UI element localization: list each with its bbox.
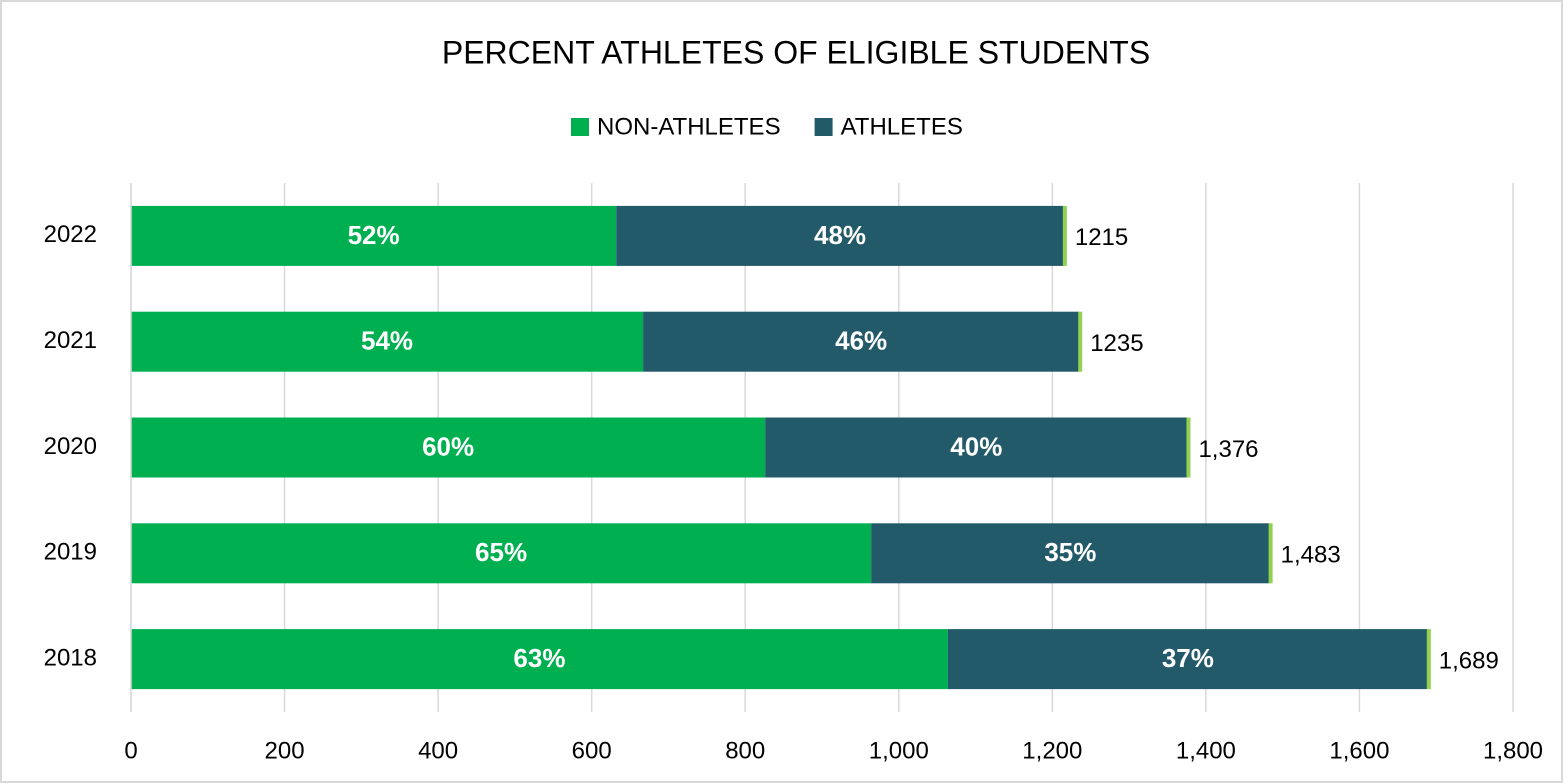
- bar-segment: [131, 311, 644, 372]
- x-tick-label: 1,600: [1329, 737, 1389, 764]
- x-tick-label: 0: [124, 737, 137, 764]
- x-tick-label: 1,800: [1483, 737, 1543, 764]
- segment-label: 48%: [814, 220, 866, 250]
- total-label: 1235: [1090, 330, 1143, 357]
- y-tick-label: 2021: [44, 327, 97, 354]
- chart-title: PERCENT ATHLETES OF ELIGIBLE STUDENTS: [442, 34, 1150, 70]
- segment-label: 37%: [1162, 643, 1214, 673]
- legend-swatch: [571, 118, 589, 136]
- y-tick-label: 2020: [44, 433, 97, 460]
- bar-segment: [871, 523, 1270, 584]
- segment-label: 46%: [835, 326, 887, 356]
- segment-label: 40%: [950, 431, 1002, 461]
- segment-label: 52%: [348, 220, 400, 250]
- bar-segment: [947, 629, 1428, 690]
- total-cap: [1062, 205, 1067, 266]
- bar-segment: [131, 523, 872, 584]
- y-tick-label: 2019: [44, 539, 97, 566]
- legend-label: ATHLETES: [841, 113, 963, 140]
- bar-segment: [131, 417, 766, 478]
- total-label: 1,689: [1439, 647, 1499, 674]
- segment-label: 65%: [475, 537, 527, 567]
- x-tick-label: 1,400: [1176, 737, 1236, 764]
- segment-label: 60%: [422, 431, 474, 461]
- bar-segment: [616, 205, 1064, 266]
- segment-label: 35%: [1044, 537, 1096, 567]
- segment-label: 63%: [513, 643, 565, 673]
- total-label: 1,483: [1281, 542, 1341, 569]
- legend-label: NON-ATHLETES: [597, 113, 781, 140]
- x-tick-label: 1,200: [1022, 737, 1082, 764]
- total-label: 1,376: [1198, 436, 1258, 463]
- bar-segment: [131, 629, 948, 690]
- total-cap: [1078, 311, 1083, 372]
- bar-segment: [765, 417, 1188, 478]
- x-tick-label: 200: [265, 737, 305, 764]
- y-tick-label: 2018: [44, 644, 97, 671]
- x-tick-label: 600: [572, 737, 612, 764]
- bar-segment: [643, 311, 1080, 372]
- total-cap: [1186, 417, 1191, 478]
- bar-segment: [131, 205, 617, 266]
- y-tick-label: 2022: [44, 221, 97, 248]
- total-label: 1215: [1075, 224, 1128, 251]
- total-cap: [1426, 629, 1431, 690]
- x-tick-label: 800: [725, 737, 765, 764]
- total-cap: [1268, 523, 1273, 584]
- segment-label: 54%: [361, 326, 413, 356]
- x-tick-label: 400: [418, 737, 458, 764]
- legend-swatch: [814, 118, 833, 136]
- x-tick-label: 1,000: [869, 737, 929, 764]
